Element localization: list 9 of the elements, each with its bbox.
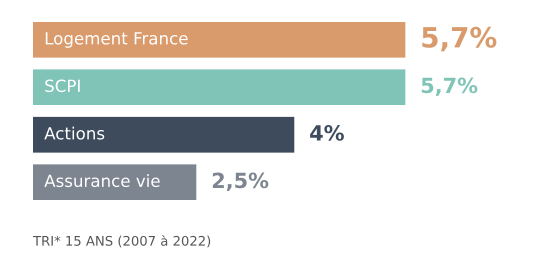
data-label: 5,7% <box>422 26 496 52</box>
y-tick-label: Actions <box>44 126 104 140</box>
y-tick-label: SCPI <box>45 79 80 92</box>
data-label: 2,5% <box>212 172 268 191</box>
y-tick-label: Logement France <box>46 32 188 48</box>
y-tick-label: Assurance vie <box>44 174 160 188</box>
text: TRI* 15 ANS (2007 à 2022) <box>32 235 210 248</box>
data-label: 5,7% <box>422 78 478 96</box>
data-label: 4% <box>310 125 344 141</box>
